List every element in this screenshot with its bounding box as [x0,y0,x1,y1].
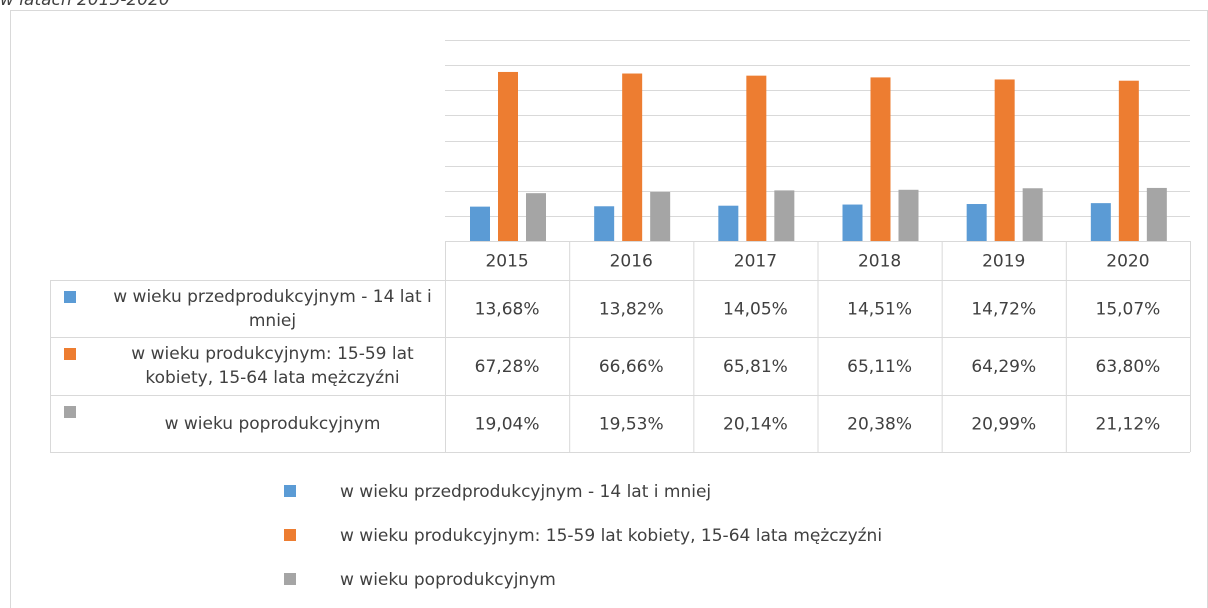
legend-label: w wieku produkcyjnym: 15-59 lat kobiety,… [340,526,882,546]
bar [746,75,767,241]
bar [898,189,919,241]
data-label: 65,11% [847,357,912,377]
legend-label: w wieku przedprodukcyjnym - 14 lat i mni… [340,482,711,502]
table-row-label-box: w wieku poprodukcyjnym [164,413,381,434]
legend-key [284,485,296,497]
legend-key [284,529,296,541]
data-label: 13,68% [475,300,540,320]
bar [994,79,1015,241]
table-legend-key [64,291,76,303]
data-label: 13,82% [599,300,664,320]
bar [842,204,863,241]
data-label: 20,14% [723,415,788,435]
bar [870,77,891,241]
bar [1118,80,1139,241]
data-label: 19,04% [475,415,540,435]
legend-label: w wieku poprodukcyjnym [340,570,556,590]
data-label: 63,80% [1096,357,1161,377]
bar [650,191,671,241]
data-label: 15,07% [1096,300,1161,320]
data-label: 67,28% [475,357,540,377]
bar [1022,188,1043,241]
bar [594,206,615,241]
data-label: 65,81% [723,357,788,377]
table-row-label-box: w wieku przedprodukcyjnym - 14 lat i mni… [113,286,432,331]
table-legend-key [64,348,76,360]
data-label: 21,12% [1096,415,1161,435]
legend-key [284,573,296,585]
data-label: 14,72% [971,300,1036,320]
data-label: 14,05% [723,300,788,320]
table-row-label-box: w wieku produkcyjnym: 15-59 lat kobiety,… [131,344,414,388]
x-tick-label: 2016 [610,252,653,272]
x-tick-label: 2017 [734,252,777,272]
bar [1146,187,1167,241]
bar [774,190,795,241]
table-row-label: w wieku poprodukcyjnym [164,413,381,434]
x-tick-label: 2019 [982,252,1025,272]
table-legend-key [64,406,76,418]
bar [622,73,643,241]
data-label: 20,38% [847,415,912,435]
bar [470,206,490,241]
table-row-label: w wieku produkcyjnym: 15-59 lat kobiety,… [131,344,414,388]
data-label: 20,99% [971,415,1036,435]
bar [526,193,546,241]
table-row-label: w wieku przedprodukcyjnym - 14 lat i mni… [113,286,432,331]
x-tick-label: 2018 [858,252,901,272]
bar [718,205,739,241]
data-label: 19,53% [599,415,664,435]
data-label: 64,29% [971,357,1036,377]
x-tick-label: 2020 [1106,252,1149,272]
x-tick-label: 2015 [485,252,528,272]
data-label: 66,66% [599,357,664,377]
data-label: 14,51% [847,300,912,320]
bar [498,71,518,241]
bar [1090,203,1111,241]
bar [966,204,987,241]
chart-title: w latach 2015-2020 [0,0,170,10]
